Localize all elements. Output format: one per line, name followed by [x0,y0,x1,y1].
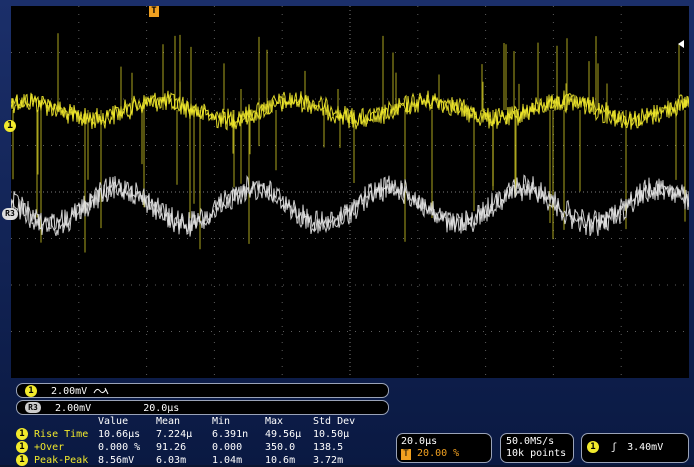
trigger-level: 3.40mV [627,442,664,453]
col-max-header: Max [265,416,284,427]
ref3-badge: R3 [25,402,41,413]
horizontal-readout[interactable]: 20.0µs T 20.00 % [396,433,492,463]
horizontal-position: 20.00 % [417,448,460,459]
col-stddev-header: Std Dev [313,416,356,427]
ref3-ground-marker[interactable]: R3 [2,208,18,220]
rising-edge-icon: ʃ [611,442,618,453]
ref3-readout[interactable]: R3 2.00mV 20.0µs [16,400,389,415]
ch1-trace [11,90,689,131]
measurement-max: 350.0 [265,441,296,453]
measurement-min: 1.04m [212,454,243,466]
horizontal-scale: 20.0µs [401,436,438,447]
trigger-position-marker[interactable]: T [149,6,159,17]
trigger-level-icon[interactable] [678,40,684,48]
trigger-source-badge: 1 [587,441,599,453]
waveform-display[interactable] [11,6,689,378]
ch1-badge: 1 [16,441,28,453]
measurement-row-peak-peak[interactable]: 1 Peak-Peak 8.56mV 6.03m 1.04m 10.6m 3.7… [16,454,373,467]
measurement-mean: 6.03m [156,454,187,466]
ch1-ground-marker[interactable]: 1 [4,120,16,132]
measurement-value: 0.000 % [98,441,141,453]
ch1-scale: 2.00mV [51,386,88,397]
ch1-badge: 1 [16,454,28,466]
ref3-timebase: 20.0µs [143,402,180,414]
measurement-table[interactable]: Value Mean Min Max Std Dev 1 Rise Time 1… [16,416,389,467]
ch1-badge: 1 [16,428,28,440]
measurement-max: 49.56µ [265,428,302,440]
measurement-name: +Over [34,442,65,453]
waveform-traces [11,33,689,253]
channel1-readout[interactable]: 1 2.00mV [16,383,389,398]
col-mean-header: Mean [156,416,181,427]
col-value-header: Value [98,416,129,427]
measurement-mean: 7.224µ [156,428,193,440]
measurement-stddev: 138.5 [313,441,344,453]
ch1-badge: 1 [25,385,37,397]
measurement-min: 6.391n [212,428,249,440]
record-length: 10k points [506,448,567,459]
bw-limit-icon [87,386,109,397]
measurement-header-row: Value Mean Min Max Std Dev [16,416,373,428]
measurement-min: 0.000 [212,441,243,453]
col-min-header: Min [212,416,231,427]
measurement-stddev: 3.72m [313,454,344,466]
ref3-trace [11,180,689,234]
acquisition-readout[interactable]: 50.0MS/s 10k points [500,433,574,463]
trigger-readout[interactable]: 1 ʃ 3.40mV [581,433,689,463]
ch1-trace [11,93,689,127]
trigger-badge: T [401,449,411,460]
measurement-name: Rise Time [34,429,89,440]
measurement-max: 10.6m [265,454,296,466]
sample-rate: 50.0MS/s [506,436,555,447]
measurement-row-rise-time[interactable]: 1 Rise Time 10.66µs 7.224µ 6.391n 49.56µ… [16,428,373,441]
measurement-stddev: 10.50µ [313,428,350,440]
measurement-mean: 91.26 [156,441,187,453]
ref3-scale: 2.00mV [55,402,92,414]
measurement-name: Peak-Peak [34,455,89,466]
measurement-row-overshoot[interactable]: 1 +Over 0.000 % 91.26 0.000 350.0 138.5 [16,441,373,454]
measurement-value: 10.66µs [98,428,141,440]
ref3-trace [11,174,689,237]
measurement-value: 8.56mV [98,454,135,466]
